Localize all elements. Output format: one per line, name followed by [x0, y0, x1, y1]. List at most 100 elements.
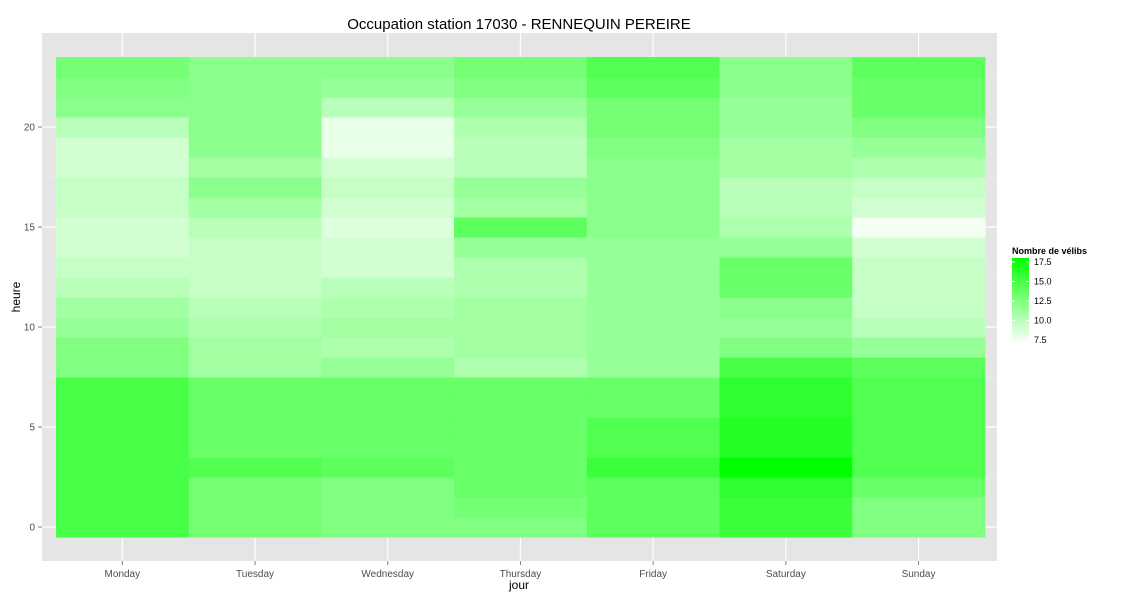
heatmap-tile — [586, 437, 721, 458]
heatmap-tile — [188, 377, 322, 398]
x-tick-label: Tuesday — [236, 569, 274, 580]
heatmap-tile — [321, 157, 455, 178]
heatmap-tile — [321, 197, 455, 218]
heatmap-tile — [321, 517, 455, 538]
heatmap-tile — [852, 237, 986, 258]
heatmap-tile — [454, 377, 588, 398]
heatmap-tile — [188, 57, 322, 78]
heatmap-tile — [719, 217, 853, 238]
heatmap-tile — [586, 97, 721, 118]
heatmap-tile — [719, 377, 853, 398]
heatmap-tile — [56, 77, 190, 98]
heatmap-tile — [56, 277, 190, 298]
heatmap-tile — [719, 197, 853, 218]
heatmap-tile — [586, 297, 721, 318]
heatmap-tile — [454, 77, 588, 98]
heatmap-tile — [56, 137, 190, 158]
heatmap-tile — [586, 457, 721, 478]
heatmap-tile — [852, 477, 986, 498]
heatmap-tile — [719, 237, 853, 258]
heatmap-tile — [56, 317, 190, 338]
heatmap-tile — [586, 397, 721, 418]
heatmap-tile — [454, 417, 588, 438]
x-tick-label: Saturday — [766, 569, 806, 580]
heatmap-tile — [321, 457, 455, 478]
heatmap-tile — [852, 437, 986, 458]
heatmap-tile — [56, 257, 190, 278]
heatmap-tile — [321, 277, 455, 298]
heatmap-tile — [719, 317, 853, 338]
heatmap-tile — [56, 237, 190, 258]
heatmap-tile — [188, 217, 322, 238]
heatmap-tile — [188, 397, 322, 418]
legend-tick-label: 15.0 — [1034, 276, 1052, 286]
heatmap-tile — [454, 497, 588, 518]
heatmap-tile — [586, 377, 721, 398]
heatmap-tile — [586, 157, 721, 178]
heatmap-tile — [719, 397, 853, 418]
heatmap-tile — [321, 497, 455, 518]
heatmap-tile — [56, 397, 190, 418]
y-tick-label: 10 — [24, 323, 36, 334]
heatmap-tile — [56, 497, 190, 518]
heatmap-tile — [586, 497, 721, 518]
legend: Nombre de vélibs 7.5 10.0 12.5 15.0 17.5 — [1012, 246, 1087, 345]
heatmap-tile — [454, 317, 588, 338]
heatmap-tile — [586, 517, 721, 538]
heatmap-tile — [56, 357, 190, 378]
heatmap-tile — [188, 297, 322, 318]
heatmap-tile — [454, 217, 588, 238]
heatmap-tile — [56, 97, 190, 118]
heatmap-tile — [56, 437, 190, 458]
chart-title: Occupation station 17030 - RENNEQUIN PER… — [347, 16, 690, 33]
heatmap-tile — [188, 337, 322, 358]
heatmap-tile — [852, 377, 986, 398]
heatmap-tile — [719, 157, 853, 178]
x-tick-label: Sunday — [902, 569, 936, 580]
heatmap-tile — [321, 97, 455, 118]
legend-tick-label: 7.5 — [1034, 335, 1047, 345]
x-tick-label: Monday — [105, 569, 141, 580]
heatmap-tile — [852, 257, 986, 278]
heatmap-tile — [321, 57, 455, 78]
heatmap-tile — [454, 157, 588, 178]
heatmap-tile — [56, 117, 190, 138]
heatmap-tile — [852, 277, 986, 298]
heatmap-tile — [454, 397, 588, 418]
heatmap-tile — [586, 137, 721, 158]
heatmap-tile — [852, 117, 986, 138]
heatmap-tile — [188, 437, 322, 458]
heatmap-tile — [586, 217, 721, 238]
heatmap-tile — [454, 57, 588, 78]
heatmap-tile — [188, 177, 322, 198]
heatmap-tile — [586, 177, 721, 198]
y-tick-label: 20 — [24, 123, 36, 134]
y-axis-title: heure — [9, 281, 23, 312]
heatmap-tile — [586, 77, 721, 98]
x-tick-label: Thursday — [500, 569, 542, 580]
heatmap-tile — [586, 197, 721, 218]
heatmap-tiles — [56, 57, 986, 538]
heatmap-tile — [56, 197, 190, 218]
y-tick-label: 15 — [24, 223, 36, 234]
heatmap-tile — [56, 337, 190, 358]
heatmap-tile — [852, 317, 986, 338]
heatmap-tile — [321, 257, 455, 278]
heatmap-tile — [719, 357, 853, 378]
heatmap-tile — [719, 337, 853, 358]
heatmap-tile — [719, 117, 853, 138]
legend-tick-label: 10.0 — [1034, 316, 1052, 326]
heatmap-tile — [586, 317, 721, 338]
heatmap-tile — [852, 57, 986, 78]
legend-tick-label: 12.5 — [1034, 296, 1052, 306]
y-tick-label: 0 — [29, 523, 35, 534]
heatmap-tile — [719, 497, 853, 518]
heatmap-tile — [454, 257, 588, 278]
heatmap-tile — [586, 117, 721, 138]
heatmap-tile — [454, 297, 588, 318]
x-axis: Monday Tuesday Wednesday Thursday Friday Satu… — [105, 561, 936, 580]
y-axis: 0 5 10 15 20 — [24, 123, 42, 534]
heatmap-tile — [586, 337, 721, 358]
x-tick-label: Wednesday — [361, 569, 414, 580]
heatmap-tile — [188, 417, 322, 438]
